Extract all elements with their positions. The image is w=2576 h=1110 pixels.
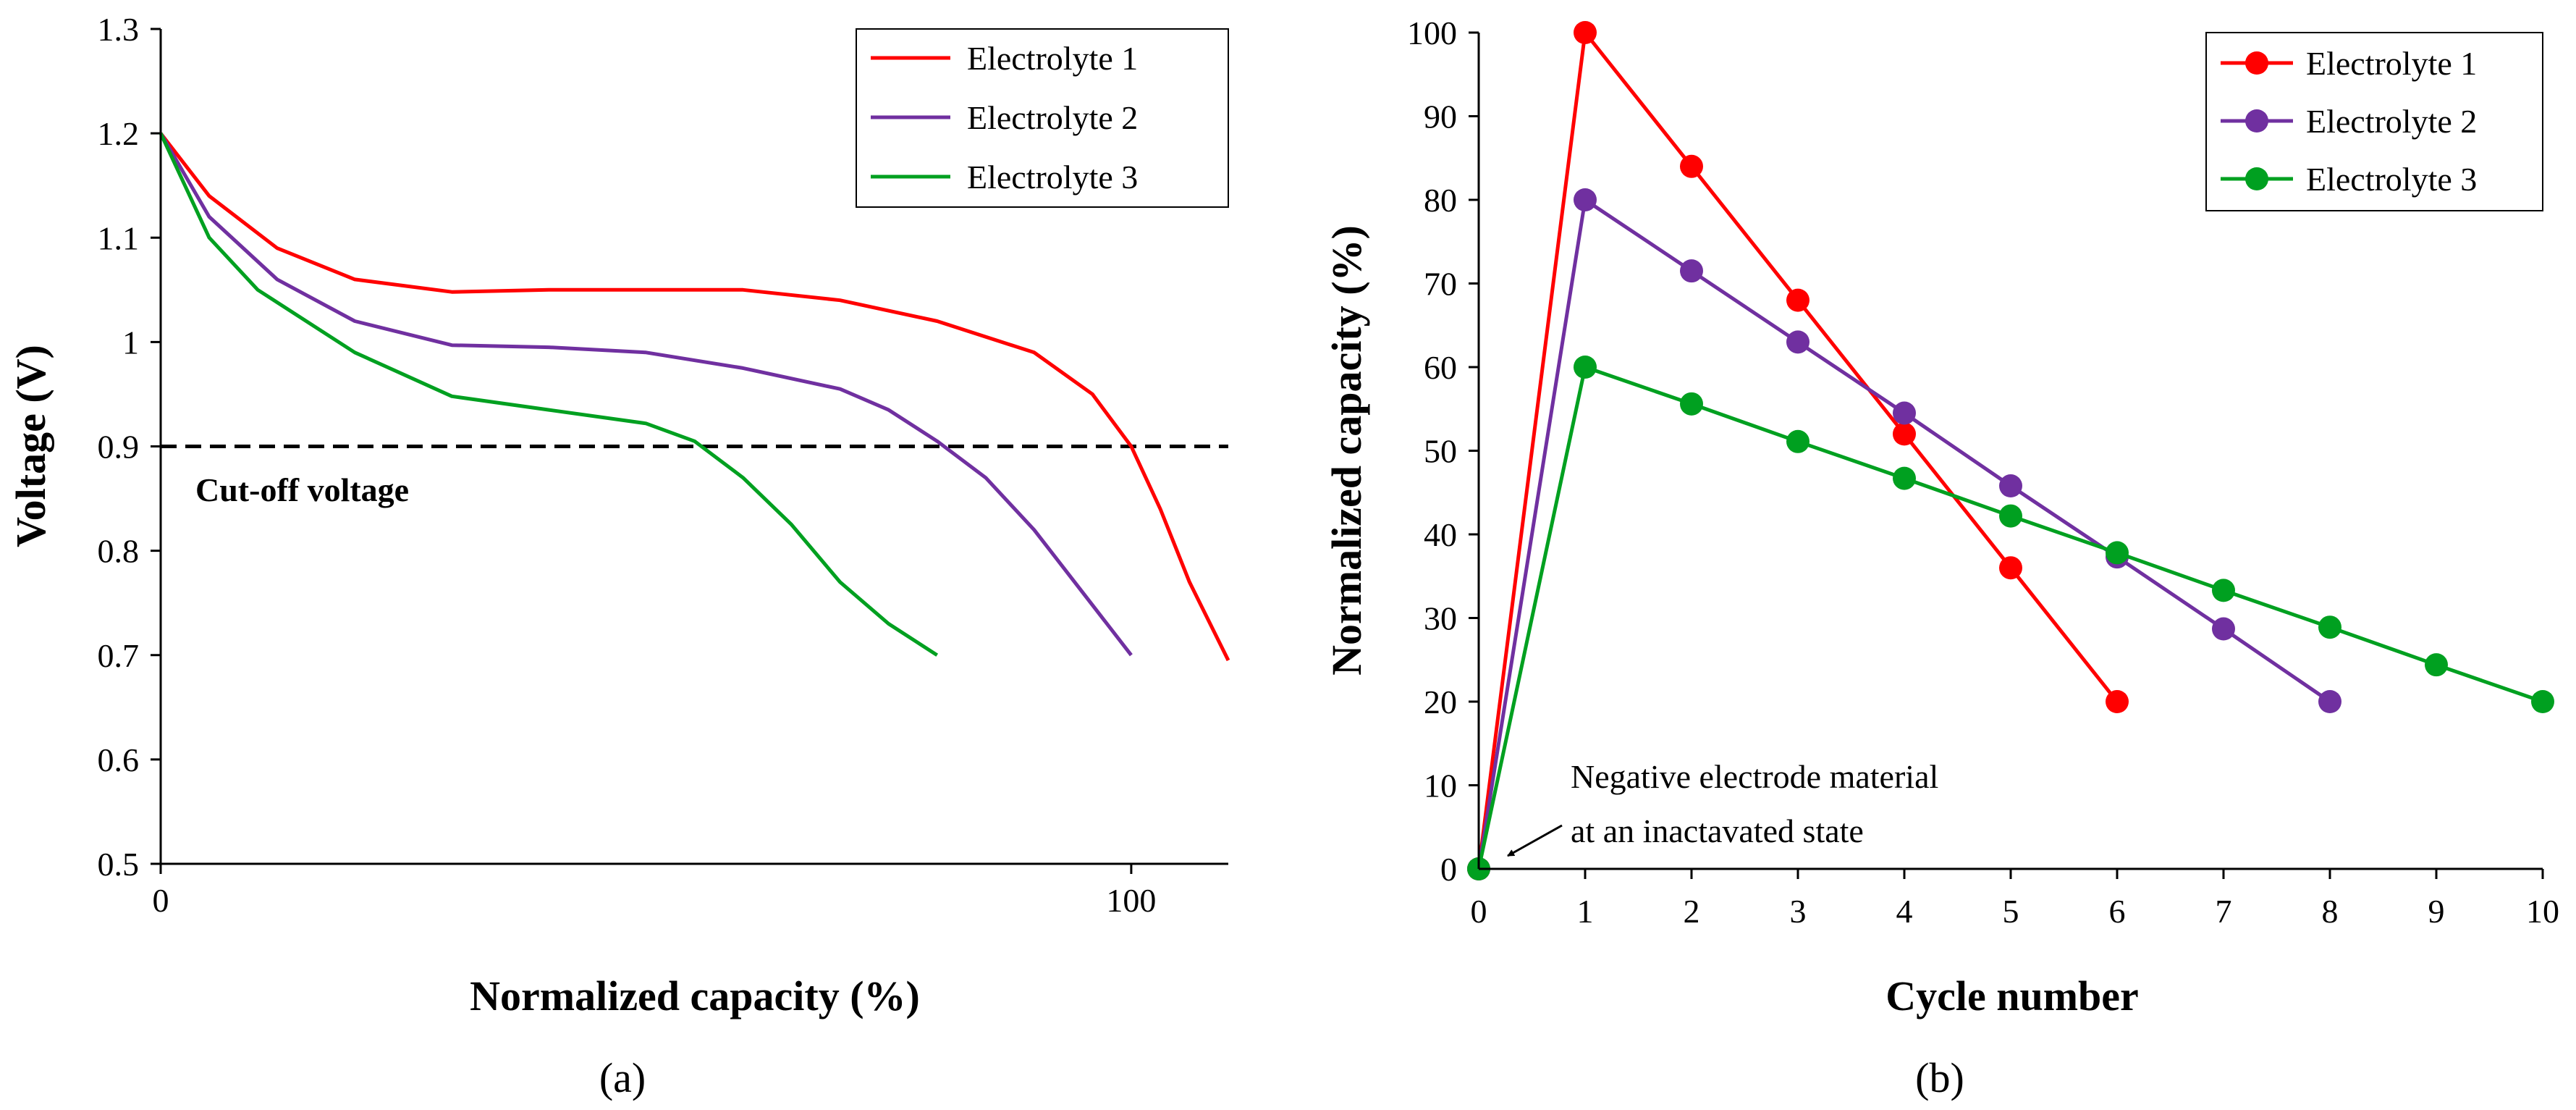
data-point-electrolyte-3: [2106, 541, 2129, 565]
chart-a-ytick-label: 0.8: [98, 533, 140, 570]
chart-a-ticks: 0.5 0.6 0.7 0.8 0.9 1 1.1 1.2 1.3 0 100: [98, 11, 1157, 919]
legend-label-electrolyte-2: Electrolyte 2: [2306, 103, 2477, 140]
chart-b-ytick-label: 50: [1424, 433, 1457, 470]
chart-b-ytick-label: 20: [1424, 684, 1457, 720]
data-point-electrolyte-2: [2318, 690, 2341, 713]
data-point-electrolyte-1: [2106, 690, 2129, 713]
chart-b-ytick-label: 10: [1424, 768, 1457, 804]
chart-b-ytick-label: 90: [1424, 98, 1457, 135]
chart-b-ytick-label: 60: [1424, 349, 1457, 386]
data-point-electrolyte-1: [1680, 154, 1703, 178]
chart-b-legend: Electrolyte 1 Electrolyte 2 Electrolyte 3: [2205, 32, 2543, 211]
data-point-electrolyte-2: [1680, 259, 1703, 283]
chart-b-ytick-label: 30: [1424, 600, 1457, 637]
chart-a-xlabel: Normalized capacity (%): [470, 972, 920, 1019]
data-point-electrolyte-3: [1893, 466, 1916, 490]
chart-a: 0.5 0.6 0.7 0.8 0.9 1 1.1 1.2 1.3 0 100 Cut-off vo…: [7, 11, 1230, 1101]
series-line-electrolyte-3: [159, 133, 939, 657]
chart-b-xtick-label: 8: [2322, 893, 2339, 930]
chart-b-ytick-label: 70: [1424, 266, 1457, 303]
chart-b-ytick-label: 40: [1424, 516, 1457, 553]
data-point-electrolyte-1: [1786, 288, 1809, 312]
data-point-electrolyte-3: [2425, 653, 2448, 677]
chart-b-panel-label: (b): [1915, 1054, 1964, 1101]
legend-label-electrolyte-2: Electrolyte 2: [967, 99, 1138, 136]
data-point-electrolyte-1: [1893, 422, 1916, 446]
legend-label-electrolyte-1: Electrolyte 1: [967, 40, 1138, 77]
annotation-line2: at an inactavated state: [1571, 812, 1864, 849]
data-point-electrolyte-3: [1680, 392, 1703, 416]
chart-b-xtick-label: 0: [1471, 893, 1487, 930]
chart-a-xtick-label: 100: [1106, 882, 1156, 919]
chart-b-xtick-label: 10: [2526, 893, 2559, 930]
chart-b-xlabel: Cycle number: [1885, 972, 2139, 1019]
chart-b: 0 10 20 30 40 50 60 70 80 90 100 0 1 2 3 4 5 6 7 8 9 10 Elect…: [1323, 14, 2559, 1101]
chart-b-ylabel: Normalized capacity (%): [1323, 225, 1370, 676]
chart-a-ytick-label: 1.1: [98, 219, 140, 256]
chart-b-xtick-label: 7: [2216, 893, 2232, 930]
chart-b-ytick-label: 0: [1440, 851, 1457, 888]
chart-b-xtick-label: 9: [2428, 893, 2445, 930]
data-point-electrolyte-2: [1999, 474, 2022, 498]
series-line-electrolyte-2: [159, 132, 1133, 657]
data-point-electrolyte-1: [1574, 21, 1597, 44]
data-point-electrolyte-3: [2318, 615, 2341, 639]
chart-b-xtick-label: 1: [1577, 893, 1594, 930]
data-point-electrolyte-2: [1574, 188, 1597, 211]
chart-a-xtick-label: 0: [153, 882, 169, 919]
chart-b-xtick-label: 2: [1684, 893, 1700, 930]
data-point-electrolyte-3: [1786, 429, 1809, 453]
chart-b-ytick-label: 100: [1407, 14, 1457, 51]
chart-a-ytick-label: 0.9: [98, 429, 140, 466]
chart-a-ytick-label: 0.7: [98, 637, 140, 674]
chart-a-panel-label: (a): [599, 1054, 646, 1101]
legend-label-electrolyte-1: Electrolyte 1: [2306, 45, 2477, 82]
series-line-electrolyte-1: [159, 132, 1230, 662]
chart-b-xtick-label: 3: [1790, 893, 1807, 930]
chart-a-ytick-label: 0.5: [98, 846, 140, 883]
legend-label-electrolyte-3: Electrolyte 3: [2306, 161, 2477, 198]
chart-b-xtick-label: 4: [1896, 893, 1913, 930]
annotation-arrow: [1507, 824, 1563, 857]
legend-label-electrolyte-3: Electrolyte 3: [967, 159, 1138, 195]
data-point-electrolyte-1: [1999, 556, 2022, 580]
legend-marker-electrolyte-1: [2245, 51, 2268, 75]
data-point-electrolyte-3: [2212, 579, 2235, 602]
chart-a-ytick-label: 1.3: [98, 11, 140, 48]
chart-b-xtick-label: 5: [2003, 893, 2019, 930]
data-point-electrolyte-3: [1574, 356, 1597, 379]
legend-marker-electrolyte-3: [2245, 167, 2268, 190]
data-point-electrolyte-3: [1999, 504, 2022, 528]
chart-a-ylabel: Voltage (V): [7, 345, 54, 547]
cutoff-voltage-label: Cut-off voltage: [195, 471, 409, 508]
chart-a-ytick-label: 1: [122, 324, 139, 361]
chart-b-ticks: 0 10 20 30 40 50 60 70 80 90 100 0 1 2 3 4 5 6 7 8 9 10: [1407, 14, 2559, 930]
data-point-electrolyte-2: [2212, 617, 2235, 641]
data-point-electrolyte-2: [1786, 330, 1809, 354]
data-point-electrolyte-3: [2531, 690, 2554, 713]
chart-b-ytick-label: 80: [1424, 182, 1457, 219]
annotation-line1: Negative electrode material: [1571, 758, 1938, 795]
chart-a-series: [159, 132, 1230, 662]
chart-a-legend: Electrolyte 1 Electrolyte 2 Electrolyte 3: [856, 28, 1229, 208]
legend-marker-electrolyte-2: [2245, 109, 2268, 133]
chart-a-ytick-label: 1.2: [98, 115, 140, 152]
chart-a-ytick-label: 0.6: [98, 741, 140, 778]
data-point-electrolyte-2: [1893, 401, 1916, 425]
chart-b-xtick-label: 6: [2109, 893, 2126, 930]
